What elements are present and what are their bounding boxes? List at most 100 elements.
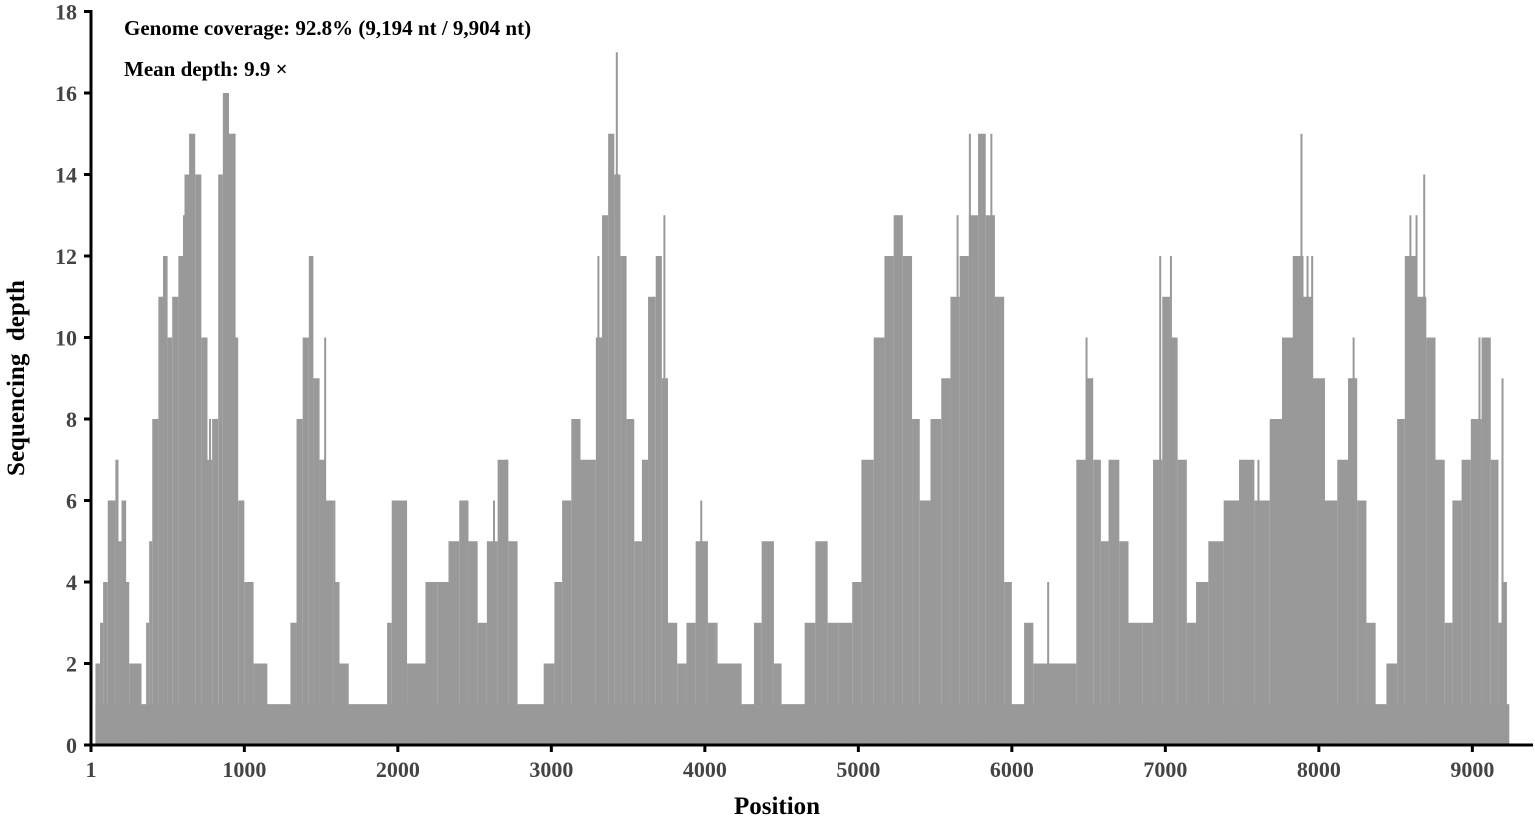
depth-bar	[387, 622, 392, 745]
x-tick-label: 6000	[990, 757, 1034, 782]
depth-spike	[909, 256, 912, 745]
depth-bar	[313, 378, 320, 745]
x-tick-label: 9000	[1450, 757, 1494, 782]
x-tick-label: 8000	[1297, 757, 1341, 782]
depth-spike	[1501, 378, 1504, 745]
depth-bar	[1375, 704, 1387, 745]
depth-bar	[781, 704, 805, 745]
depth-bar	[1254, 500, 1270, 745]
depth-bar	[146, 622, 150, 745]
depth-bar	[608, 133, 615, 745]
depth-bar	[1208, 541, 1224, 745]
y-tick-label: 4	[66, 570, 77, 595]
depth-spike	[1409, 215, 1412, 745]
depth-bar	[1444, 622, 1453, 745]
depth-spike	[209, 419, 212, 745]
depth-bar	[1169, 337, 1178, 745]
depth-bar	[497, 459, 509, 745]
depth-spike	[615, 52, 618, 745]
depth-bar	[425, 582, 438, 745]
depth-bar	[244, 582, 254, 745]
depth-bar	[459, 500, 469, 745]
depth-spike	[1047, 582, 1050, 745]
x-tick-label: 2000	[376, 757, 420, 782]
depth-bar	[1294, 256, 1304, 745]
depth-area	[95, 52, 1510, 745]
depth-bar	[302, 337, 309, 745]
depth-bar	[912, 419, 920, 745]
depth-bar	[1162, 296, 1170, 745]
depth-bar	[167, 337, 173, 745]
depth-bar	[486, 541, 498, 745]
depth-bar	[641, 459, 649, 745]
depth-bar	[319, 459, 326, 745]
depth-bar	[1503, 582, 1507, 745]
depth-bar	[753, 622, 762, 745]
depth-bar	[162, 256, 168, 745]
depth-bar	[893, 215, 903, 745]
y-axis-ticks: 0 2 4 6 8 10 12 14 16 18	[55, 0, 91, 758]
depth-spike	[1415, 215, 1418, 745]
depth-bar	[218, 174, 223, 745]
y-tick-label: 18	[55, 0, 77, 25]
depth-bar	[968, 215, 979, 745]
depth-bar	[1004, 582, 1012, 745]
depth-bar	[158, 296, 163, 745]
depth-bar	[1011, 704, 1025, 745]
depth-bar	[100, 622, 104, 745]
y-tick-label: 16	[55, 81, 77, 106]
depth-spike	[324, 337, 327, 745]
depth-bar	[1426, 337, 1436, 745]
depth-bar	[149, 541, 153, 745]
depth-bar	[115, 459, 119, 745]
depth-bar	[677, 663, 687, 745]
y-tick-label: 14	[55, 163, 77, 188]
depth-bar	[1337, 459, 1349, 745]
depth-bar	[852, 582, 862, 745]
depth-spike	[505, 459, 508, 745]
depth-bar	[1357, 500, 1367, 745]
x-axis-ticks: 1 1000 2000 3000 4000 5000 6000 7000 8000 9000	[86, 745, 1494, 782]
depth-bar	[1435, 459, 1445, 745]
depth-bar	[238, 500, 245, 745]
depth-bar	[178, 256, 185, 745]
depth-bar	[228, 133, 236, 745]
depth-bar	[1282, 337, 1295, 745]
depth-bar	[950, 296, 960, 745]
depth-bar	[1153, 459, 1163, 745]
y-tick-label: 2	[66, 652, 77, 677]
y-axis-title: Sequencing depth	[3, 280, 30, 476]
axes	[89, 10, 1533, 747]
depth-bar	[235, 337, 239, 745]
depth-bar	[1196, 582, 1209, 745]
depth-bar	[686, 622, 696, 745]
depth-bar	[761, 541, 774, 745]
depth-spike	[1311, 256, 1314, 745]
depth-bar	[1366, 622, 1376, 745]
depth-spike	[1306, 256, 1309, 745]
x-tick-label: 1000	[222, 757, 266, 782]
depth-bar	[655, 256, 662, 745]
depth-bar	[1186, 622, 1197, 745]
depth-bar	[1177, 459, 1187, 745]
depth-bar	[1506, 704, 1510, 745]
depth-spike	[1292, 256, 1295, 745]
depth-spike	[1352, 337, 1355, 745]
depth-spike	[956, 215, 959, 745]
depth-spike	[990, 133, 993, 745]
depth-bar	[121, 582, 130, 745]
depth-bar	[103, 582, 108, 745]
depth-bar	[253, 663, 268, 745]
depth-bar	[95, 663, 101, 745]
y-tick-label: 10	[55, 326, 77, 351]
depth-spike	[310, 256, 313, 745]
depth-bar	[339, 663, 349, 745]
depth-bar	[437, 582, 449, 745]
depth-spike	[1085, 337, 1088, 745]
depth-bar	[994, 296, 1005, 745]
depth-bar	[517, 704, 544, 745]
depth-bar	[554, 582, 563, 745]
depth-bar	[1033, 663, 1077, 745]
x-tick-label: 4000	[683, 757, 727, 782]
depth-bar	[773, 663, 782, 745]
